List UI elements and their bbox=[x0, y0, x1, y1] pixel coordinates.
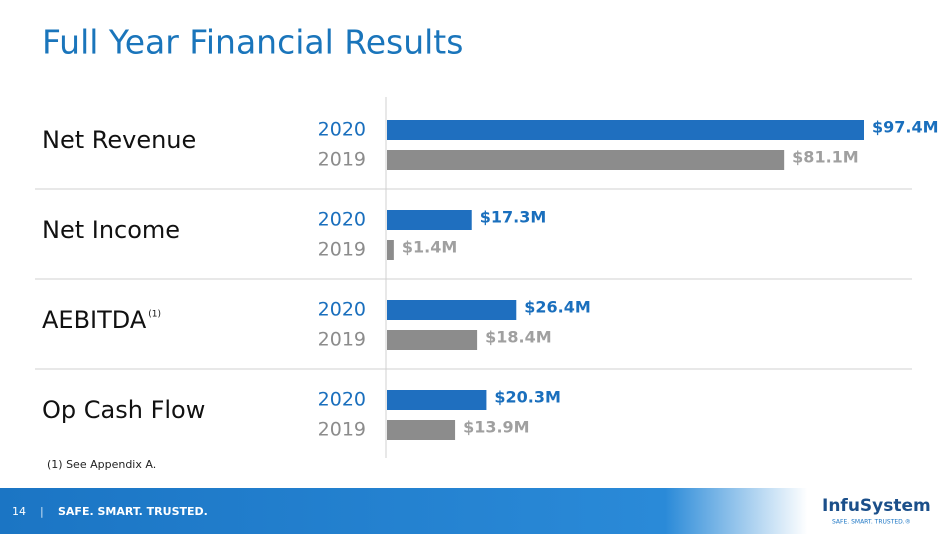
value-label: $20.3M bbox=[494, 388, 561, 407]
bar bbox=[387, 390, 487, 410]
slide-title: Full Year Financial Results bbox=[42, 23, 463, 62]
logo-tagline: SAFE. SMART. TRUSTED.® bbox=[832, 519, 911, 526]
value-label: $81.1M bbox=[792, 148, 859, 167]
logo: InfuSystem bbox=[822, 496, 931, 516]
bar bbox=[387, 240, 394, 260]
bar bbox=[387, 300, 517, 320]
year-label: 2019 bbox=[318, 239, 366, 261]
category-label: Net Revenue bbox=[42, 126, 196, 154]
category-label: Net Income bbox=[42, 216, 180, 244]
category-label: Op Cash Flow bbox=[42, 396, 205, 424]
bar bbox=[387, 120, 864, 140]
year-label: 2020 bbox=[318, 389, 366, 411]
page-number: 14 bbox=[12, 505, 26, 518]
year-label: 2019 bbox=[318, 329, 366, 351]
footer-band bbox=[0, 488, 950, 534]
bar bbox=[387, 210, 472, 230]
value-label: $18.4M bbox=[485, 328, 552, 347]
year-label: 2020 bbox=[318, 119, 366, 141]
year-label: 2019 bbox=[318, 419, 366, 441]
footer-tagline: SAFE. SMART. TRUSTED. bbox=[58, 505, 208, 518]
bar bbox=[387, 150, 785, 170]
value-label: $17.3M bbox=[480, 208, 547, 227]
bar bbox=[387, 330, 478, 350]
footnote: (1) See Appendix A. bbox=[47, 458, 156, 471]
separator: | bbox=[40, 505, 44, 518]
year-label: 2020 bbox=[318, 209, 366, 231]
category-label: AEBITDA bbox=[42, 306, 147, 334]
category-note: (1) bbox=[148, 310, 161, 320]
year-label: 2019 bbox=[318, 149, 366, 171]
value-label: $13.9M bbox=[463, 418, 530, 437]
year-label: 2020 bbox=[318, 299, 366, 321]
bar bbox=[387, 420, 456, 440]
value-label: $1.4M bbox=[402, 238, 457, 257]
value-label: $26.4M bbox=[524, 298, 591, 317]
value-label: $97.4M bbox=[872, 118, 939, 137]
